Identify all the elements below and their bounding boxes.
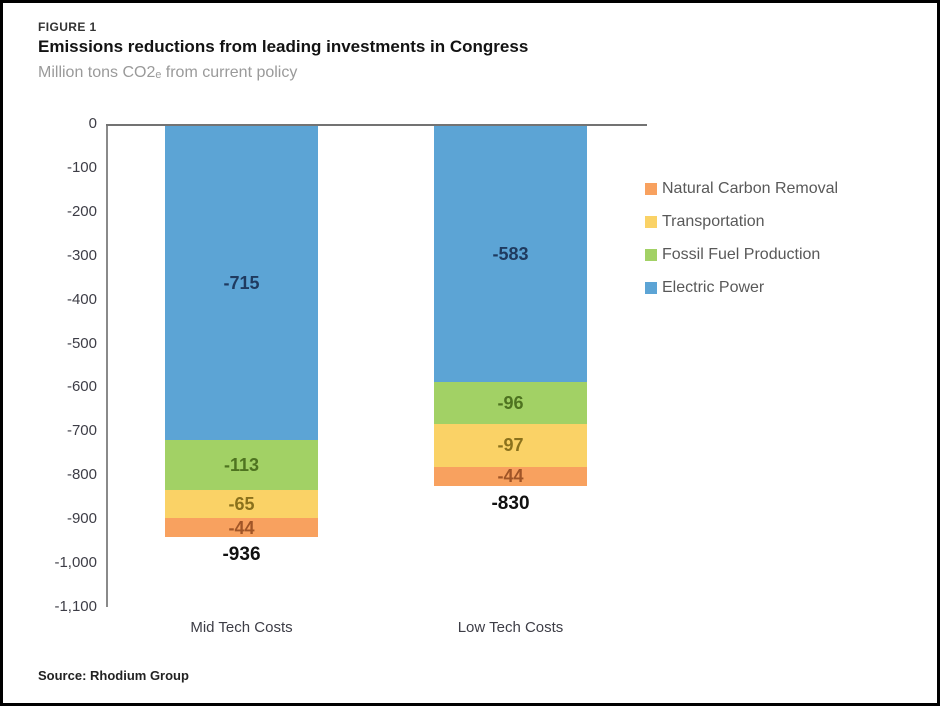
legend-item: Electric Power (645, 278, 838, 298)
bar-low-tech: -583 -96 -97 -44 -830 (434, 126, 587, 515)
segment-value-label: -715 (223, 272, 260, 293)
segment-value-label: -583 (492, 243, 529, 264)
legend-swatch-icon (645, 183, 657, 195)
legend-label: Electric Power (662, 279, 765, 296)
zero-axis-line (106, 124, 647, 126)
y-tick-label: -1,100 (54, 598, 97, 615)
bar-segment: -44 (165, 517, 318, 538)
legend-item: Fossil Fuel Production (645, 245, 838, 265)
legend-swatch-icon (645, 249, 657, 261)
y-tick-label: 0 (88, 115, 97, 132)
category-label: Low Tech Costs (457, 619, 564, 636)
y-tick-label: -600 (66, 378, 97, 396)
bar-segment: -113 (165, 439, 318, 490)
segment-value-label: -44 (228, 517, 255, 538)
bar-segment: -583 (434, 126, 587, 382)
page-title: Emissions reductions from leading invest… (38, 37, 529, 56)
bar-segment: -96 (434, 381, 587, 425)
segment-value-label: -65 (228, 493, 255, 514)
y-tick-label: -300 (66, 246, 97, 264)
category-label: Mid Tech Costs (190, 619, 293, 636)
y-tick-label: -100 (66, 158, 97, 176)
legend-swatch-icon (645, 216, 657, 228)
legend-item: Natural Carbon Removal (645, 179, 838, 199)
chart-subtitle: Million tons CO2ₑ from current policy (38, 64, 298, 81)
y-tick-label: -500 (66, 334, 97, 352)
bar-segment: -97 (434, 424, 587, 467)
figure-label: FIGURE 1 (38, 20, 97, 34)
y-tick-label: -1,000 (54, 554, 97, 572)
segment-value-label: -44 (497, 466, 524, 487)
bar-mid-tech: -715 -113 -65 -44 -936 (165, 126, 318, 566)
segment-value-label: -96 (497, 393, 524, 414)
bar-segment: -44 (434, 466, 587, 487)
y-tick-label: -200 (66, 202, 97, 220)
legend-label: Transportation (662, 213, 765, 230)
y-tick-label: -800 (66, 466, 97, 484)
y-tick-label: -900 (66, 510, 97, 528)
legend-label: Fossil Fuel Production (662, 246, 821, 263)
segment-value-label: -113 (223, 454, 260, 475)
legend-label: Natural Carbon Removal (662, 180, 839, 197)
bar-total-label: -936 (222, 544, 261, 566)
source-note: Source: Rhodium Group (38, 668, 189, 683)
bar-segment: -65 (165, 489, 318, 519)
y-tick-label: -700 (66, 422, 97, 440)
y-axis-line (106, 124, 108, 607)
bar-total-label: -830 (491, 493, 530, 515)
legend: Natural Carbon Removal Transportation Foss… (645, 179, 838, 298)
legend-item: Transportation (645, 212, 838, 232)
segment-value-label: -97 (497, 435, 524, 456)
y-tick-label: -400 (66, 290, 97, 308)
bar-segment: -715 (165, 126, 318, 440)
legend-swatch-icon (645, 282, 657, 294)
